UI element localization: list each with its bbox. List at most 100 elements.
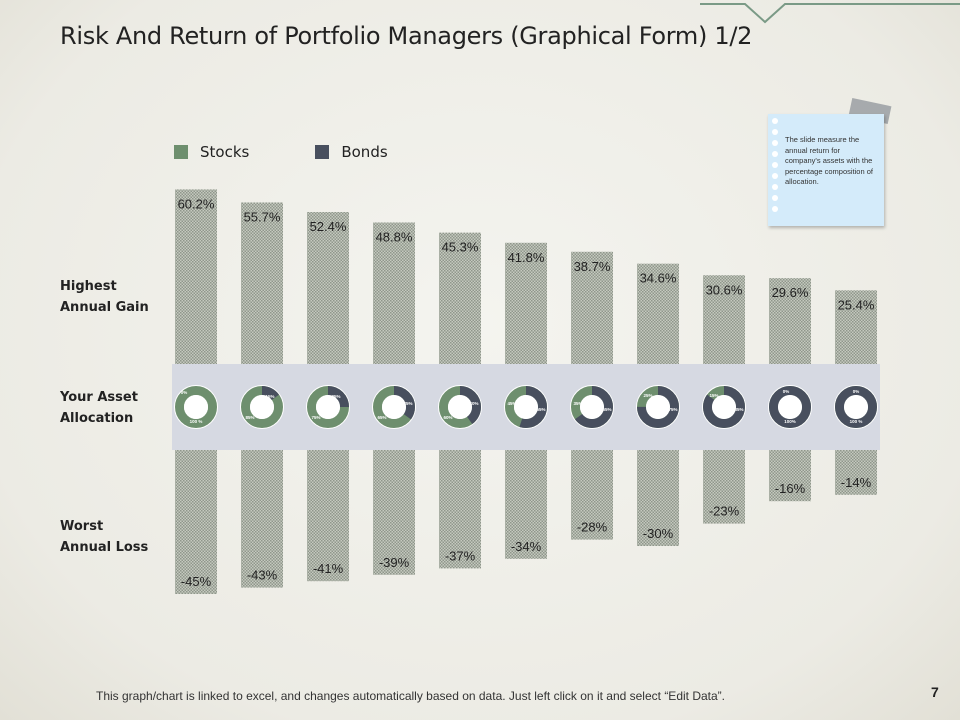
loss-value-label: -23% xyxy=(709,504,740,519)
gain-bar xyxy=(241,202,283,364)
sticky-note: The slide measure the annual return for … xyxy=(768,114,884,226)
donut-stocks-label: 0% xyxy=(853,389,860,394)
donut-bonds-segment xyxy=(373,386,415,428)
row-label-loss: Worst Annual Loss xyxy=(60,516,148,558)
gain-value-label: 52.4% xyxy=(310,219,347,234)
donut-stocks-segment xyxy=(175,386,217,428)
legend-item-stocks: Stocks xyxy=(174,143,249,161)
donut-stocks-label: 60% xyxy=(443,415,452,420)
allocation-donut: 15% 85% xyxy=(240,385,284,429)
gain-bar xyxy=(637,263,679,364)
gain-value-label: 55.7% xyxy=(244,209,281,224)
loss-bar xyxy=(307,450,349,582)
donut-bonds-label: 75% xyxy=(668,407,677,412)
loss-bar xyxy=(373,450,415,575)
row-label-gain-line1: Highest xyxy=(60,279,117,294)
gain-value-label: 48.8% xyxy=(376,229,413,244)
donut-bonds-label: 85% xyxy=(734,407,743,412)
donut-stocks-label: 45% xyxy=(507,401,516,406)
row-label-allocation-line1: Your Asset xyxy=(60,390,138,405)
loss-value-label: -37% xyxy=(445,548,476,563)
gain-value-label: 30.6% xyxy=(706,282,743,297)
loss-value-label: -14% xyxy=(841,475,872,490)
donut-bonds-label: 100% xyxy=(784,419,796,424)
donut-bonds-segment xyxy=(505,386,547,428)
page-number: 7 xyxy=(931,684,939,700)
allocation-donut: 100% 0% xyxy=(768,385,812,429)
loss-bar xyxy=(505,450,547,559)
gain-bar xyxy=(175,189,217,364)
gain-value-label: 60.2% xyxy=(178,196,215,211)
legend-swatch-stocks xyxy=(174,145,188,159)
loss-value-label: -45% xyxy=(181,574,212,589)
donut-stocks-label: 15% xyxy=(709,393,718,398)
gain-value-label: 38.7% xyxy=(574,259,611,274)
legend-item-bonds: Bonds xyxy=(315,143,388,161)
donut-stocks-label: 25% xyxy=(643,393,652,398)
loss-bar xyxy=(637,450,679,546)
loss-value-label: -16% xyxy=(775,481,806,496)
gain-bar xyxy=(505,242,547,364)
loss-value-label: -43% xyxy=(247,568,278,583)
row-label-gain: Highest Annual Gain xyxy=(60,276,149,318)
gain-bar xyxy=(769,278,811,364)
loss-bar xyxy=(175,450,217,594)
donut-bonds-segment xyxy=(703,386,745,428)
donut-bonds-segment xyxy=(571,386,613,428)
donut-bonds-label: 15% xyxy=(265,394,274,399)
donut-bonds-label: 65% xyxy=(602,407,611,412)
legend-label-stocks: Stocks xyxy=(200,143,250,161)
allocation-donut: 40% 60% xyxy=(438,385,482,429)
donut-bonds-segment xyxy=(439,386,481,428)
donut-bonds-segment xyxy=(241,386,283,428)
donut-stocks-label: 35% xyxy=(573,401,582,406)
loss-bar xyxy=(439,450,481,569)
loss-bar xyxy=(769,450,811,502)
loss-bar xyxy=(703,450,745,524)
gain-value-label: 45.3% xyxy=(442,240,479,255)
gain-bar xyxy=(703,275,745,364)
donut-bonds-label: 35% xyxy=(403,401,412,406)
row-label-allocation: Your Asset Allocation xyxy=(60,387,138,429)
gain-value-label: 29.6% xyxy=(772,285,809,300)
allocation-donut: 100 % 0% xyxy=(834,385,878,429)
loss-value-label: -39% xyxy=(379,555,410,570)
gain-bar xyxy=(571,251,613,364)
donut-stocks-label: 75% xyxy=(311,415,320,420)
loss-bar xyxy=(241,450,283,588)
gain-bar xyxy=(835,290,877,364)
note-binding xyxy=(772,118,778,217)
donut-bonds-segment xyxy=(637,386,679,428)
gain-bar xyxy=(373,222,415,364)
legend-swatch-bonds xyxy=(315,145,330,159)
row-label-loss-line1: Worst xyxy=(60,519,104,534)
donut-bonds-label: 55% xyxy=(536,407,545,412)
gain-value-label: 25.4% xyxy=(838,297,875,312)
allocation-donut: 55% 45% xyxy=(504,385,548,429)
footer-text: This graph/chart is linked to excel, and… xyxy=(96,689,725,703)
donut-stocks-label: 100 % xyxy=(190,419,203,424)
allocation-donut: 85% 15% xyxy=(702,385,746,429)
donut-bonds-segment xyxy=(307,386,349,428)
legend-label-bonds: Bonds xyxy=(341,143,388,161)
donut-stocks-label: 65% xyxy=(377,415,386,420)
gain-bar xyxy=(439,232,481,364)
allocation-donut: 25% 75% xyxy=(306,385,350,429)
row-label-gain-line2: Annual Gain xyxy=(60,300,149,315)
allocation-donut: 75% 25% xyxy=(636,385,680,429)
donut-bonds-segment xyxy=(835,386,877,428)
donut-bonds-segment xyxy=(769,386,811,428)
loss-value-label: -34% xyxy=(511,539,542,554)
loss-value-label: -41% xyxy=(313,561,344,576)
gain-value-label: 34.6% xyxy=(640,271,677,286)
donut-bonds-label: 40% xyxy=(469,401,478,406)
loss-bar xyxy=(571,450,613,540)
allocation-donut: 35% 65% xyxy=(372,385,416,429)
donut-bonds-label: 100 % xyxy=(850,419,863,424)
donut-stocks-label: 85% xyxy=(245,415,254,420)
donut-stocks-label: 0% xyxy=(783,389,790,394)
row-label-loss-line2: Annual Loss xyxy=(60,540,149,555)
corner-decoration xyxy=(700,3,960,24)
allocation-donut: 0% 100 % xyxy=(174,385,218,429)
